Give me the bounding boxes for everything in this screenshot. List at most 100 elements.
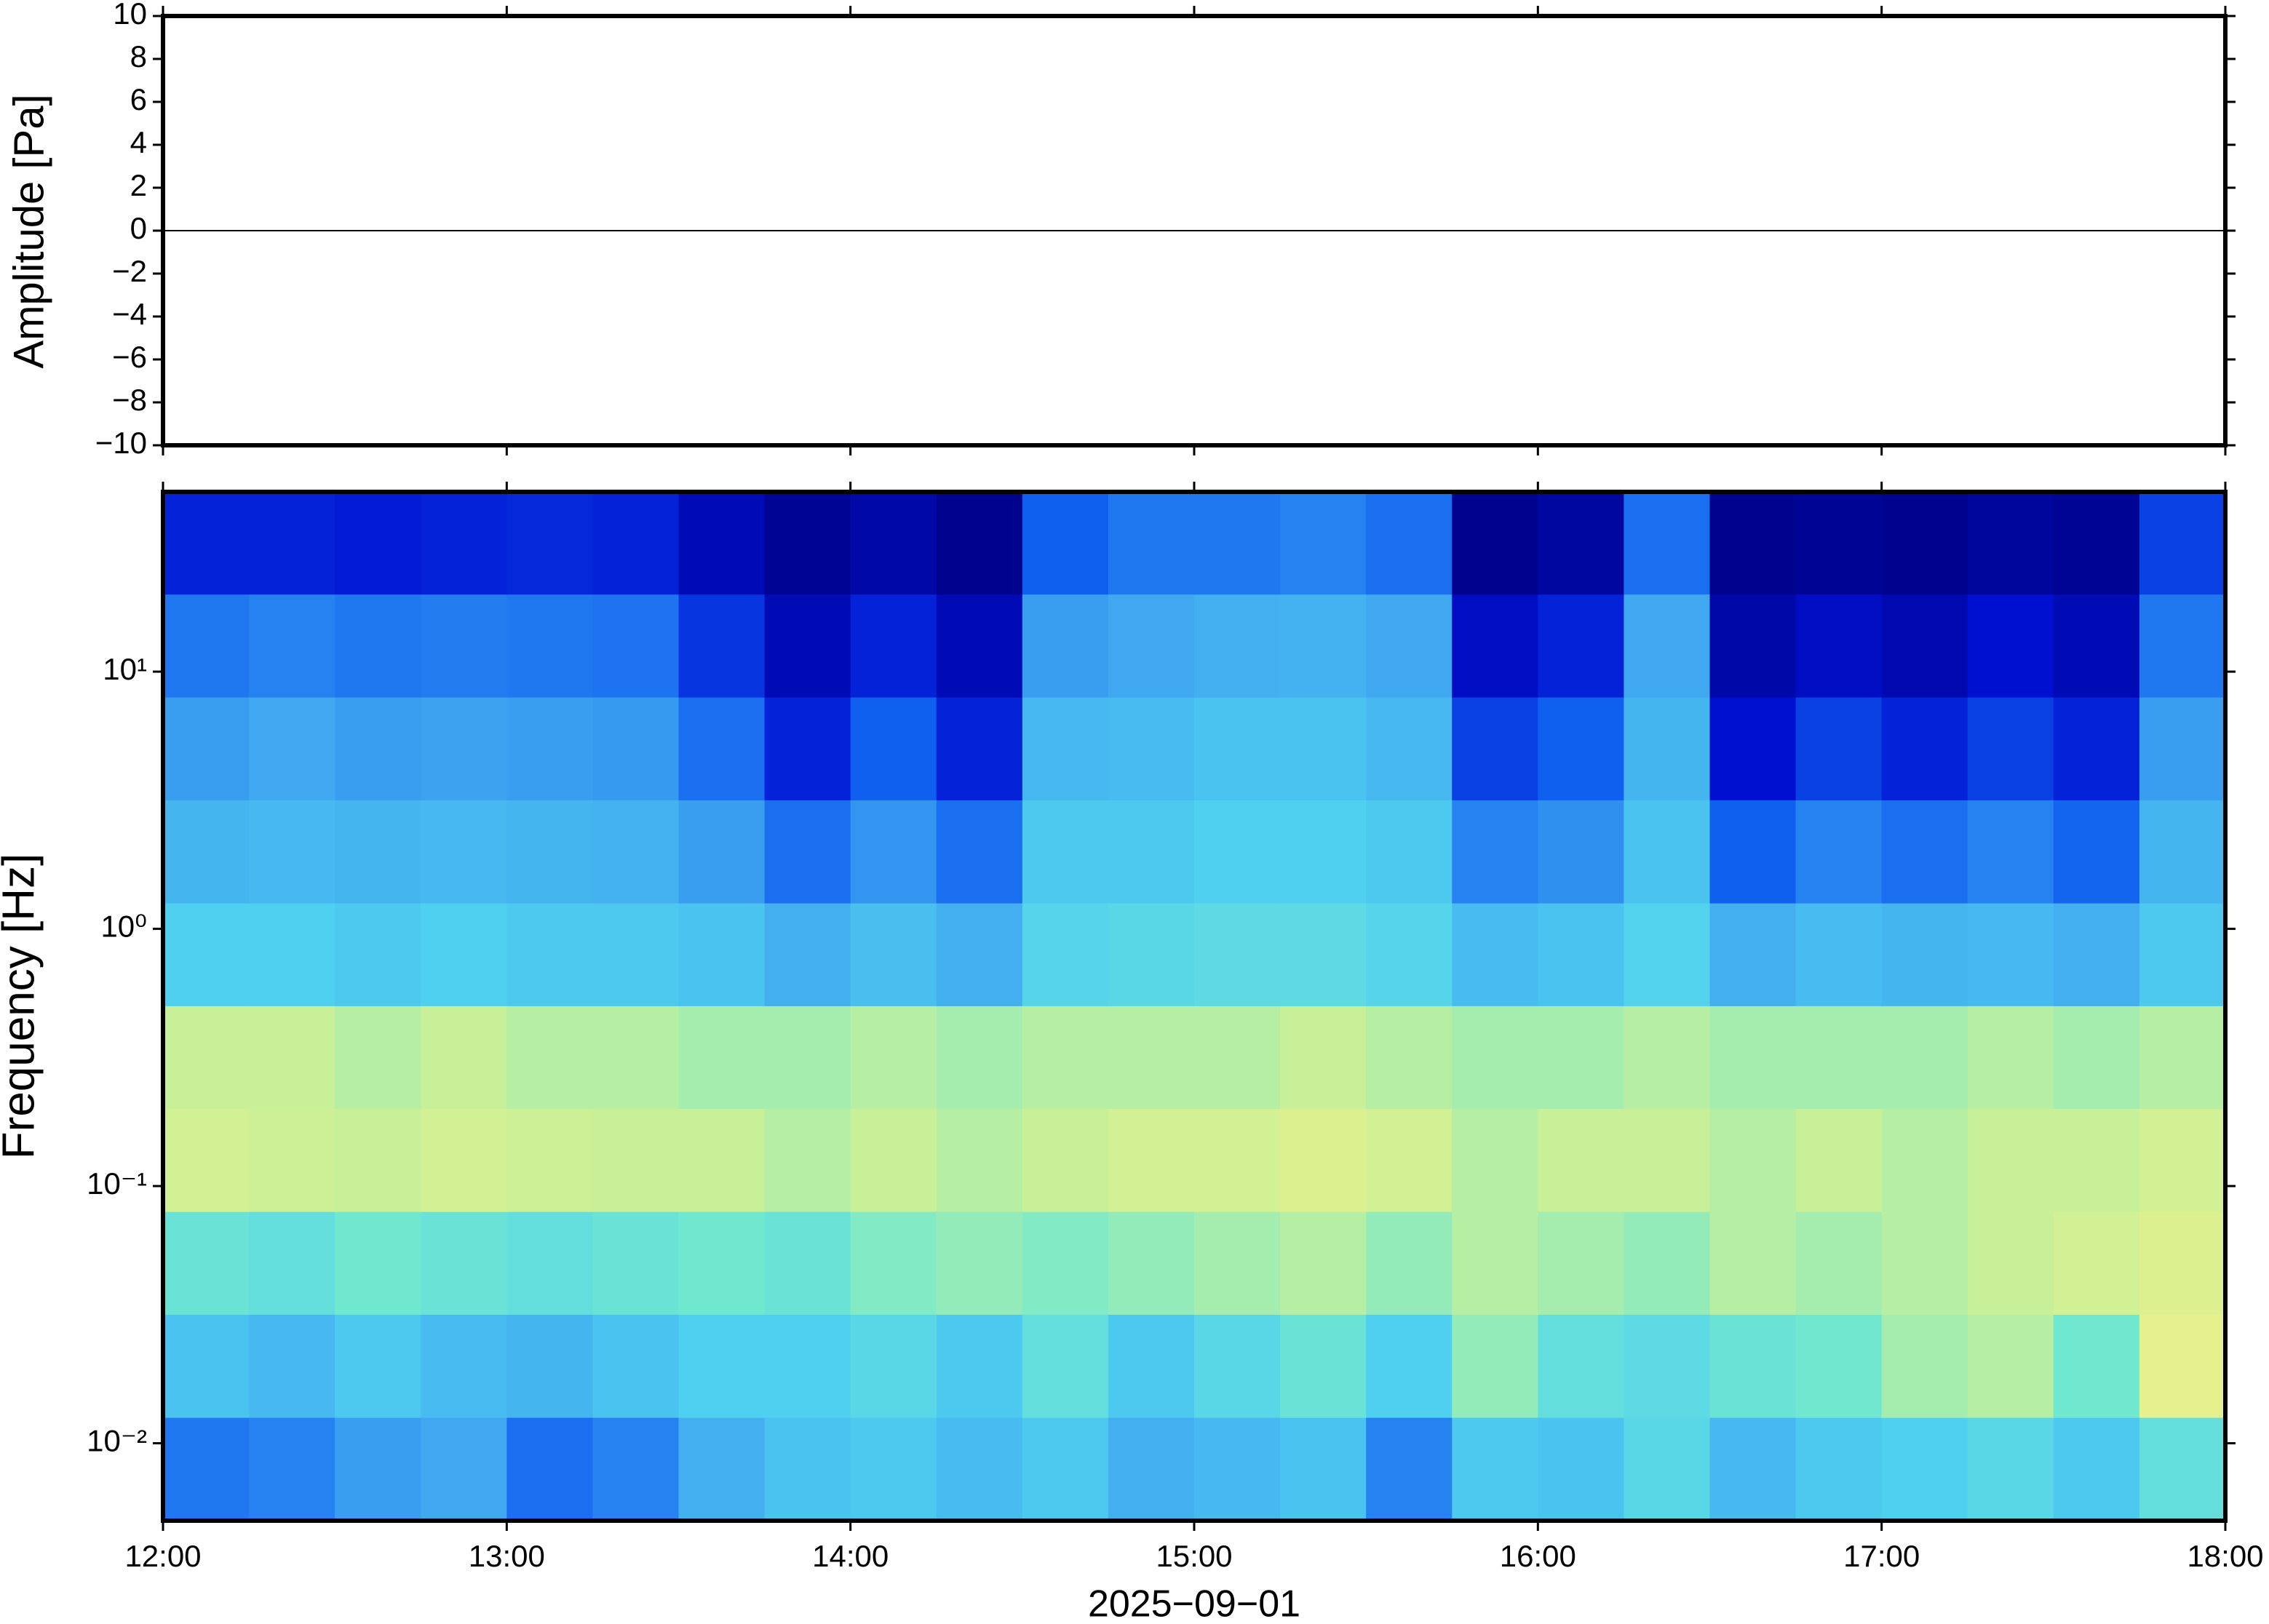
heatmap-cell xyxy=(1108,492,1195,595)
heatmap-cell xyxy=(163,1417,250,1521)
heatmap-cell xyxy=(1795,1108,1883,1212)
heatmap-cell xyxy=(1709,594,1797,698)
heatmap-cell xyxy=(1452,492,1538,595)
heatmap-cell xyxy=(678,1314,766,1418)
heatmap-cell xyxy=(678,1211,766,1315)
heatmap-cell xyxy=(850,492,937,595)
y-tick-label: 10 xyxy=(113,0,147,31)
heatmap-cell xyxy=(1538,594,1624,698)
heatmap-cell xyxy=(1366,1108,1453,1212)
heatmap-cell xyxy=(163,492,250,595)
heatmap-cell xyxy=(936,1006,1023,1110)
heatmap-cell xyxy=(1108,903,1195,1006)
y-tick-label: 4 xyxy=(130,125,147,159)
heatmap-cell xyxy=(1624,1211,1710,1315)
heatmap-cell xyxy=(1624,1108,1710,1212)
heatmap-cell xyxy=(1881,1417,1968,1521)
heatmap-cell xyxy=(335,697,421,800)
y-tick-label: 10¹ xyxy=(103,652,147,686)
y-tick-label: −6 xyxy=(112,340,147,374)
heatmap-cell xyxy=(506,1211,593,1315)
heatmap-cell xyxy=(2139,1211,2226,1315)
x-tick-label: 12:00 xyxy=(124,1539,201,1573)
heatmap-cell xyxy=(1881,1006,1968,1110)
heatmap-cell xyxy=(1795,594,1883,698)
heatmap-cell xyxy=(163,903,250,1006)
x-tick-label: 18:00 xyxy=(2187,1539,2263,1573)
heatmap-cell xyxy=(1709,697,1797,800)
heatmap-cell xyxy=(1881,1211,1968,1315)
heatmap-cell xyxy=(592,594,679,698)
heatmap-cell xyxy=(421,903,507,1006)
heatmap-cell xyxy=(335,903,421,1006)
heatmap-cell xyxy=(764,1211,851,1315)
heatmap-cell xyxy=(1108,594,1195,698)
heatmap-cell xyxy=(1194,1417,1281,1521)
heatmap-cell xyxy=(678,594,766,698)
heatmap-cell xyxy=(592,697,679,800)
heatmap-cell xyxy=(335,1211,421,1315)
heatmap-cell xyxy=(936,1314,1023,1418)
heatmap-cell xyxy=(421,1417,507,1521)
heatmap-cell xyxy=(1022,1211,1109,1315)
heatmap-cell xyxy=(1795,1417,1883,1521)
heatmap-cell xyxy=(764,492,851,595)
heatmap-cell xyxy=(936,903,1023,1006)
heatmap-cell xyxy=(1108,1108,1195,1212)
heatmap-cell xyxy=(1881,1314,1968,1418)
heatmap-cell xyxy=(592,903,679,1006)
heatmap-cell xyxy=(1709,1417,1797,1521)
heatmap-cell xyxy=(2139,800,2226,904)
heatmap-cell xyxy=(1795,697,1883,800)
heatmap-cell xyxy=(1280,492,1367,595)
heatmap-cell xyxy=(1280,1314,1367,1418)
heatmap-cell xyxy=(2053,800,2140,904)
heatmap-cell xyxy=(1280,594,1367,698)
heatmap-cell xyxy=(1795,1211,1883,1315)
heatmap-cell xyxy=(1967,800,2054,904)
heatmap-cell xyxy=(163,1314,250,1418)
heatmap-cell xyxy=(1624,800,1710,904)
heatmap-cell xyxy=(1967,903,2054,1006)
heatmap-cell xyxy=(1538,492,1624,595)
heatmap-cell xyxy=(421,1006,507,1110)
heatmap-cell xyxy=(678,697,766,800)
heatmap-cell xyxy=(249,1211,335,1315)
heatmap-cell xyxy=(1022,1417,1109,1521)
heatmap-cell xyxy=(1452,1417,1538,1521)
heatmap-cell xyxy=(2139,492,2226,595)
heatmap-cell xyxy=(163,1211,250,1315)
heatmap-cell xyxy=(678,800,766,904)
heatmap-cell xyxy=(1967,1314,2054,1418)
heatmap-cell xyxy=(1366,1417,1453,1521)
heatmap-cell xyxy=(1366,800,1453,904)
heatmap-cell xyxy=(335,1006,421,1110)
y-tick-label: 10⁻² xyxy=(87,1424,147,1458)
heatmap-cell xyxy=(1366,1006,1453,1110)
heatmap-cell xyxy=(592,1314,679,1418)
heatmap-cell xyxy=(1280,1417,1367,1521)
heatmap-cell xyxy=(506,492,593,595)
heatmap-cell xyxy=(1280,800,1367,904)
heatmap-cell xyxy=(421,1211,507,1315)
heatmap-cell xyxy=(421,492,507,595)
heatmap-cell xyxy=(764,697,851,800)
y-tick-label: −8 xyxy=(112,383,147,417)
heatmap-cell xyxy=(1709,800,1797,904)
heatmap-cell xyxy=(2053,594,2140,698)
heatmap-cell xyxy=(1194,492,1281,595)
heatmap-cell xyxy=(2053,1314,2140,1418)
heatmap-cell xyxy=(1881,594,1968,698)
heatmap-cell xyxy=(335,1108,421,1212)
heatmap-cell xyxy=(764,1108,851,1212)
y-tick-label: 6 xyxy=(130,82,147,116)
heatmap-cell xyxy=(249,594,335,698)
heatmap-cell xyxy=(1795,800,1883,904)
heatmap-cell xyxy=(936,492,1023,595)
heatmap-cell xyxy=(2139,903,2226,1006)
heatmap-cell xyxy=(249,1314,335,1418)
heatmap-cell xyxy=(1709,1006,1797,1110)
heatmap-cell xyxy=(1967,1211,2054,1315)
heatmap-cell xyxy=(506,1108,593,1212)
heatmap-cell xyxy=(592,1417,679,1521)
